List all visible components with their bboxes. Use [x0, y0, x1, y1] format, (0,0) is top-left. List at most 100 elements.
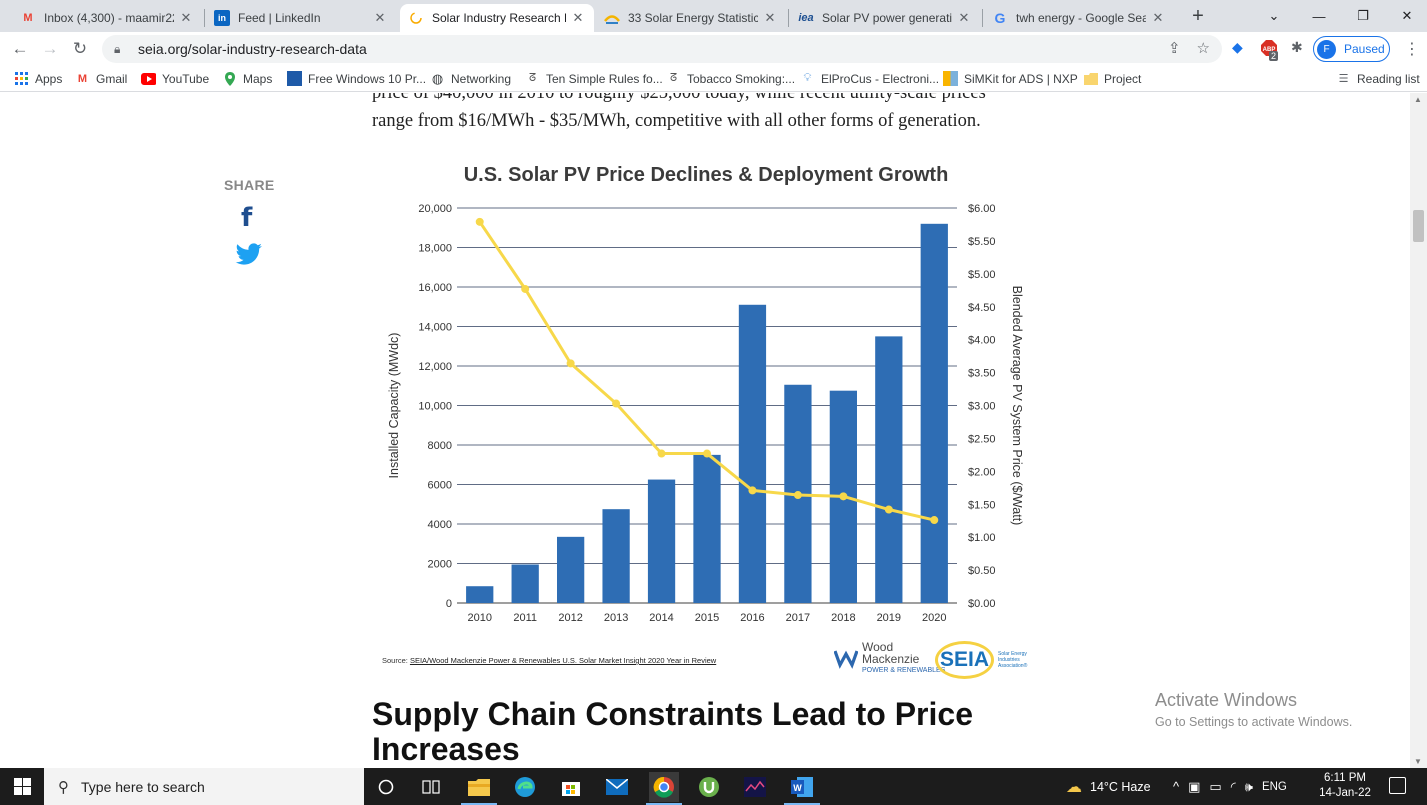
profile-button[interactable]: F Paused — [1313, 36, 1390, 62]
bookmark-gmail[interactable]: M Gmail — [75, 71, 127, 86]
bookmark-ten-simple-rules[interactable]: ᘔ Ten Simple Rules fo... — [525, 71, 663, 86]
close-icon[interactable]: ✕ — [572, 10, 584, 25]
tab-title: Feed | LinkedIn — [238, 11, 321, 25]
word-icon[interactable]: W — [789, 774, 815, 800]
tab-search-button[interactable]: ⌄ — [1268, 8, 1280, 23]
windows-start-icon[interactable] — [14, 778, 31, 795]
back-button[interactable]: ← — [11, 39, 29, 58]
logo-text: Wood — [862, 640, 894, 654]
clock-time: 6:11 PM — [1324, 772, 1366, 784]
bookmark-simkit[interactable]: SiMKit for ADS | NXP — [943, 71, 1078, 86]
utorrent-icon[interactable] — [696, 774, 722, 800]
bar — [647, 479, 676, 603]
app-icon[interactable] — [742, 774, 768, 800]
file-explorer-icon[interactable] — [466, 774, 492, 800]
mail-icon[interactable] — [604, 774, 630, 800]
wifi-icon[interactable]: ◜ — [1230, 778, 1236, 794]
logo-text: POWER & RENEWABLES — [862, 667, 946, 674]
y2-tick-label: $4.00 — [968, 335, 996, 347]
bookmark-windows10[interactable]: Free Windows 10 Pr... — [287, 71, 426, 86]
bookmark-label: SiMKit for ADS | NXP — [964, 71, 1078, 86]
close-icon[interactable]: ✕ — [764, 10, 776, 25]
tab-solar-stats[interactable]: 33 Solar Energy Statistics Yo ✕ — [596, 4, 786, 32]
reload-button[interactable]: ↻ — [72, 39, 88, 58]
maximize-button[interactable]: ❐ — [1357, 8, 1369, 23]
extension-shield-icon[interactable]: ◆ — [1232, 39, 1243, 55]
extensions-puzzle-icon[interactable]: ✱ — [1291, 39, 1303, 55]
y2-tick-label: $2.00 — [968, 466, 996, 478]
paragraph-line: price of $40,000 in 2010 to roughly $25,… — [372, 93, 986, 103]
wood-mackenzie-logo: Wood Mackenzie POWER & RENEWABLES — [834, 641, 945, 674]
reading-list-button[interactable]: ☰ Reading list — [1336, 71, 1420, 86]
bookmark-networking[interactable]: ◍ Networking — [430, 71, 511, 86]
tab-seia-active[interactable]: Solar Industry Research Dat ✕ — [400, 4, 594, 32]
tab-iea[interactable]: iea Solar PV power generation ✕ — [790, 4, 980, 32]
bookmark-tobacco[interactable]: ᘔ Tobacco Smoking:... — [666, 71, 795, 86]
x-tick-label: 2016 — [740, 612, 764, 623]
close-icon[interactable]: ✕ — [180, 10, 192, 25]
taskbar-clock[interactable]: 6:11 PM 14-Jan-22 — [1316, 771, 1374, 801]
close-icon[interactable]: ✕ — [958, 10, 970, 25]
activate-windows-watermark: Activate Windows Go to Settings to activ… — [1155, 690, 1352, 729]
bookmark-label: Ten Simple Rules fo... — [546, 71, 663, 86]
edge-icon[interactable] — [512, 774, 538, 800]
language-indicator[interactable]: ENG — [1261, 780, 1287, 793]
cortana-icon[interactable] — [373, 774, 399, 800]
bookmark-star-icon[interactable]: ☆ — [1196, 40, 1210, 57]
folder-icon — [1083, 71, 1098, 86]
window-close-button[interactable]: ✕ — [1401, 8, 1413, 23]
address-bar[interactable]: 🔒︎ seia.org/solar-industry-research-data… — [102, 35, 1222, 63]
price-point — [884, 505, 893, 514]
show-hidden-icons-icon[interactable]: ^ — [1173, 779, 1180, 794]
tab-divider — [204, 9, 205, 27]
share-page-icon[interactable]: ⇪ — [1167, 40, 1181, 57]
bookmark-maps[interactable]: Maps — [222, 71, 272, 86]
bookmark-project[interactable]: Project — [1083, 71, 1141, 86]
touch-keyboard-icon[interactable]: ▣ — [1188, 778, 1201, 794]
taskbar-search[interactable]: ⚲ Type here to search — [44, 768, 364, 805]
tab-gmail[interactable]: M Inbox (4,300) - maamir2200 ✕ — [12, 4, 202, 32]
scrollbar-thumb[interactable] — [1413, 210, 1424, 242]
price-point — [703, 449, 711, 458]
forward-button[interactable]: → — [41, 39, 59, 58]
notification-center-icon[interactable] — [1389, 777, 1406, 794]
bookmark-label: Apps — [35, 71, 63, 86]
tab-linkedin[interactable]: in Feed | LinkedIn ✕ — [206, 4, 396, 32]
tab-google[interactable]: G twh energy - Google Search ✕ — [984, 4, 1174, 32]
seia-logo: SEIA Solar Energy Industries Association… — [935, 641, 1034, 679]
chrome-icon[interactable] — [649, 772, 679, 802]
store-icon[interactable] — [558, 774, 584, 800]
lock-icon[interactable]: 🔒︎ — [114, 41, 121, 56]
facebook-icon[interactable]: f — [241, 203, 253, 233]
tab-title: Inbox (4,300) - maamir2200 — [44, 11, 174, 25]
search-icon: ⚲ — [58, 778, 69, 796]
close-icon[interactable]: ✕ — [374, 10, 386, 25]
page-scrollbar[interactable]: ▲ ▼ — [1410, 93, 1427, 768]
volume-icon[interactable]: 🕪︎ — [1244, 778, 1253, 794]
scroll-up-icon[interactable]: ▲ — [1414, 95, 1422, 104]
running-indicator — [461, 803, 497, 805]
y2-tick-label: $5.50 — [968, 236, 996, 248]
price-point — [793, 491, 802, 500]
menu-kebab-icon[interactable]: ⋮ — [1404, 41, 1420, 58]
twitter-icon[interactable] — [235, 243, 263, 267]
y-tick-label: 0 — [446, 598, 452, 610]
minimize-button[interactable]: — — [1312, 8, 1326, 24]
bookmark-youtube[interactable]: YouTube — [141, 71, 209, 86]
weather-widget[interactable]: ☁︎ 14°C Haze — [1066, 768, 1151, 805]
bookmark-label: YouTube — [162, 71, 210, 86]
new-tab-button[interactable]: + — [1192, 4, 1204, 27]
bookmark-apps[interactable]: Apps — [14, 71, 62, 86]
scroll-down-icon[interactable]: ▼ — [1414, 757, 1422, 766]
battery-icon[interactable]: ▭ — [1209, 778, 1222, 794]
task-view-icon[interactable] — [418, 774, 444, 800]
source-link[interactable]: SEIA/Wood Mackenzie Power & Renewables U… — [409, 656, 717, 665]
bookmark-elprocus[interactable]: 💡︎ ElProCus - Electroni... — [800, 71, 939, 86]
y2-tick-label: $0.50 — [968, 565, 996, 577]
x-tick-label: 2015 — [695, 612, 719, 623]
bookmark-label: ElProCus - Electroni... — [821, 71, 940, 86]
close-icon[interactable]: ✕ — [1152, 10, 1164, 25]
x-tick-label: 2012 — [558, 612, 582, 623]
url-text[interactable]: seia.org/solar-industry-research-data — [138, 41, 367, 57]
iea-icon: iea — [798, 12, 814, 24]
